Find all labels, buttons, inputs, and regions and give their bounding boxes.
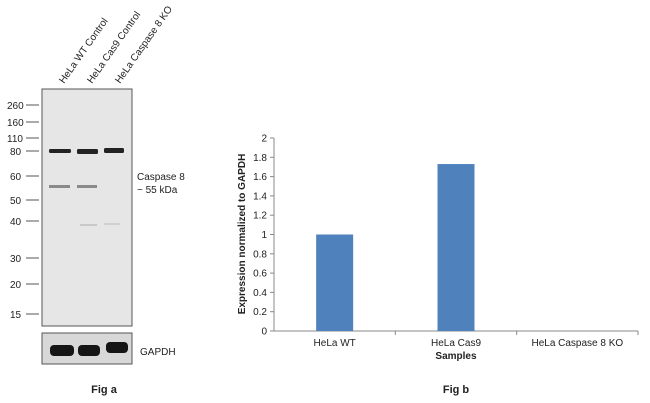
y-tick-label: 2 bbox=[261, 134, 267, 145]
y-tick-label: 0.4 bbox=[253, 288, 267, 299]
x-tick-label: HeLa Caspase 8 KO bbox=[531, 338, 623, 349]
bar bbox=[316, 234, 354, 331]
band-caspase8 bbox=[49, 185, 70, 188]
fig-b-caption: Fig b bbox=[443, 384, 470, 396]
band-80kda bbox=[104, 148, 124, 153]
y-tick-label: 0.6 bbox=[253, 269, 267, 280]
marker-label: 30 bbox=[10, 254, 22, 265]
bar-chart: 0 0.2 0.4 0.6 0.8 1 1.2 1.4 1.6 1.8 2 HeLa WT HeLa … bbox=[237, 134, 639, 396]
x-tick-label: HeLa WT bbox=[314, 338, 356, 349]
y-tick-label: 1.2 bbox=[253, 211, 267, 222]
gapdh-label: GAPDH bbox=[140, 347, 176, 358]
y-axis-label: Expression normalized to GAPDH bbox=[237, 154, 248, 315]
band-80kda bbox=[49, 149, 71, 153]
lane-label: HeLa WT Control bbox=[57, 16, 110, 85]
y-tick-label: 0 bbox=[261, 327, 267, 338]
y-tick-label: 0.2 bbox=[253, 307, 267, 318]
marker-label: 160 bbox=[7, 118, 24, 129]
marker-ladder: 260 160 110 80 60 50 40 30 20 15 bbox=[7, 101, 39, 321]
x-axis-label: Samples bbox=[435, 351, 477, 362]
western-blot: HeLa WT Control HeLa Cas9 Control HeLa C… bbox=[7, 4, 185, 396]
y-tick-label: 0.8 bbox=[253, 249, 267, 260]
band-80kda bbox=[77, 149, 98, 154]
gapdh-band bbox=[50, 345, 74, 356]
marker-label: 50 bbox=[10, 196, 22, 207]
gapdh-band bbox=[78, 345, 100, 356]
band-label: ~ 55 kDa bbox=[137, 185, 178, 196]
marker-label: 260 bbox=[7, 101, 24, 112]
band-faint bbox=[104, 223, 120, 225]
marker-label: 40 bbox=[10, 217, 22, 228]
fig-a-caption: Fig a bbox=[91, 384, 118, 396]
blot-membrane bbox=[41, 88, 133, 327]
y-tick-label: 1.6 bbox=[253, 172, 267, 183]
gapdh-band bbox=[106, 342, 128, 353]
marker-label: 80 bbox=[10, 147, 22, 158]
marker-label: 60 bbox=[10, 172, 22, 183]
marker-label: 110 bbox=[7, 134, 23, 145]
y-tick-label: 1.4 bbox=[253, 191, 267, 202]
x-tick-label: HeLa Cas9 bbox=[431, 338, 481, 349]
bar bbox=[437, 164, 475, 331]
band-label: Caspase 8 bbox=[137, 172, 185, 183]
band-caspase8 bbox=[77, 185, 97, 188]
marker-label: 15 bbox=[10, 310, 22, 321]
marker-label: 20 bbox=[10, 280, 22, 291]
y-tick-label: 1.8 bbox=[253, 153, 267, 164]
y-tick-label: 1 bbox=[261, 230, 267, 241]
band-faint bbox=[80, 224, 97, 226]
